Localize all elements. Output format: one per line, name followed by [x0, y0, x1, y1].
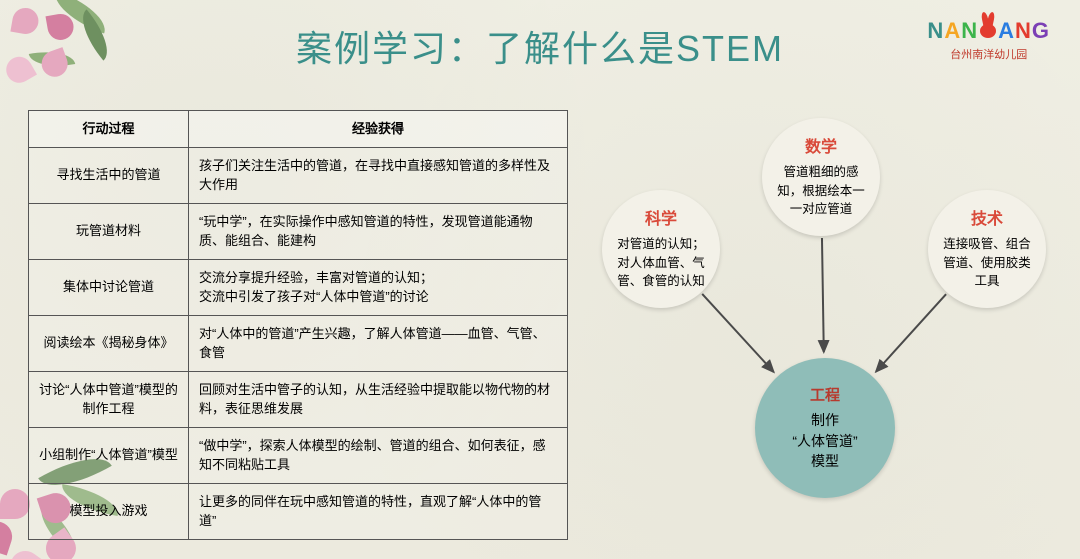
node-label: 数学	[805, 136, 837, 159]
logo-brand: NANANG	[927, 18, 1050, 44]
node-label: 工程	[810, 385, 840, 407]
process-table: 行动过程 经验获得 寻找生活中的管道孩子们关注生活中的管道，在寻找中直接感知管道…	[28, 110, 568, 540]
table-row: 模型投入游戏让更多的同伴在玩中感知管道的特性，直观了解“人体中的管道”	[29, 483, 568, 539]
table-header-col1: 行动过程	[29, 111, 189, 148]
table-cell-process: 模型投入游戏	[29, 483, 189, 539]
table-cell-experience: 让更多的同伴在玩中感知管道的特性，直观了解“人体中的管道”	[189, 483, 568, 539]
table-row: 玩管道材料“玩中学”，在实际操作中感知管道的特性，发现管道能通物质、能组合、能建…	[29, 203, 568, 259]
table-row: 寻找生活中的管道孩子们关注生活中的管道，在寻找中直接感知管道的多样性及大作用	[29, 147, 568, 203]
table-cell-experience: 交流分享提升经验，丰富对管道的认知； 交流中引发了孩子对“人体中管道”的讨论	[189, 259, 568, 315]
logo: NANANG 台州南洋幼儿园	[927, 18, 1050, 62]
diagram-node-tech: 技术连接吸管、组合管道、使用胶类工具	[928, 190, 1046, 308]
table-cell-process: 小组制作“人体管道”模型	[29, 427, 189, 483]
logo-tagline: 台州南洋幼儿园	[927, 46, 1050, 62]
table-cell-process: 集体中讨论管道	[29, 259, 189, 315]
table-body: 寻找生活中的管道孩子们关注生活中的管道，在寻找中直接感知管道的多样性及大作用玩管…	[29, 147, 568, 539]
diagram-arrow	[876, 294, 946, 371]
diagram-node-science: 科学对管道的认知；对人体血管、气管、食管的认知	[602, 190, 720, 308]
diagram-node-engineering: 工程制作 “人体管道” 模型	[755, 358, 895, 498]
logo-bunny-icon	[980, 22, 998, 40]
table-cell-experience: “玩中学”，在实际操作中感知管道的特性，发现管道能通物质、能组合、能建构	[189, 203, 568, 259]
table-row: 阅读绘本《揭秘身体》对“人体中的管道”产生兴趣，了解人体管道——血管、气管、食管	[29, 315, 568, 371]
table-cell-process: 玩管道材料	[29, 203, 189, 259]
node-description: 管道粗细的感知，根据绘本一一对应管道	[762, 163, 880, 217]
page-title: 案例学习：了解什么是STEM	[0, 20, 1080, 72]
table-header-col2: 经验获得	[189, 111, 568, 148]
node-description: 制作 “人体管道” 模型	[782, 410, 867, 471]
table-cell-process: 寻找生活中的管道	[29, 147, 189, 203]
node-label: 科学	[645, 208, 677, 231]
diagram-node-math: 数学管道粗细的感知，根据绘本一一对应管道	[762, 118, 880, 236]
table-cell-process: 讨论“人体中管道”模型的制作工程	[29, 371, 189, 427]
diagram-arrow	[702, 294, 773, 372]
stem-diagram: 科学对管道的认知；对人体血管、气管、食管的认知数学管道粗细的感知，根据绘本一一对…	[590, 100, 1060, 540]
diagram-arrow	[822, 238, 824, 352]
table-row: 集体中讨论管道交流分享提升经验，丰富对管道的认知； 交流中引发了孩子对“人体中管…	[29, 259, 568, 315]
table-cell-process: 阅读绘本《揭秘身体》	[29, 315, 189, 371]
table-cell-experience: 孩子们关注生活中的管道，在寻找中直接感知管道的多样性及大作用	[189, 147, 568, 203]
table-row: 讨论“人体中管道”模型的制作工程回顾对生活中管子的认知，从生活经验中提取能以物代…	[29, 371, 568, 427]
table-cell-experience: “做中学”，探索人体模型的绘制、管道的组合、如何表征，感知不同粘贴工具	[189, 427, 568, 483]
table-cell-experience: 对“人体中的管道”产生兴趣，了解人体管道——血管、气管、食管	[189, 315, 568, 371]
table-cell-experience: 回顾对生活中管子的认知，从生活经验中提取能以物代物的材料，表征思维发展	[189, 371, 568, 427]
node-description: 对管道的认知；对人体血管、气管、食管的认知	[602, 235, 720, 289]
node-label: 技术	[971, 208, 1003, 231]
node-description: 连接吸管、组合管道、使用胶类工具	[928, 235, 1046, 289]
table-header-row: 行动过程 经验获得	[29, 111, 568, 148]
table-row: 小组制作“人体管道”模型“做中学”，探索人体模型的绘制、管道的组合、如何表征，感…	[29, 427, 568, 483]
